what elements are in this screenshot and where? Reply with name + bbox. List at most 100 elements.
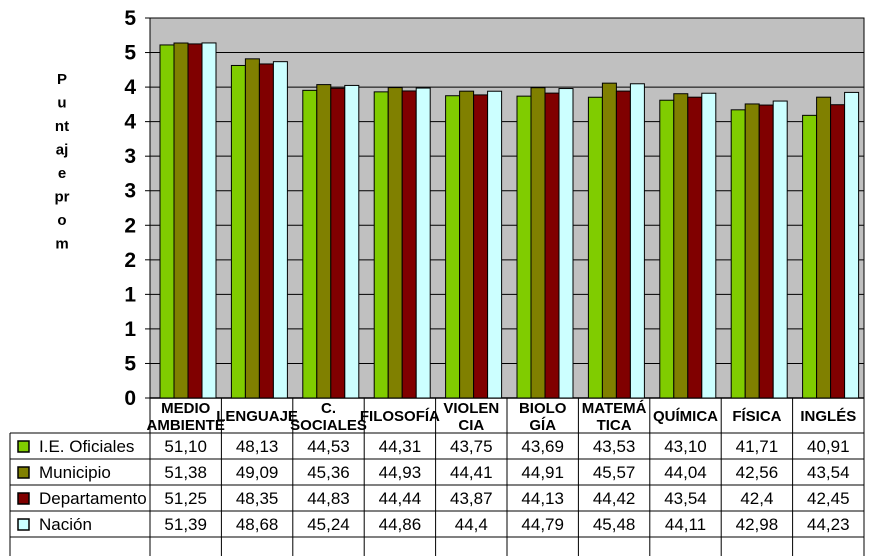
legend-label: Nación [39, 515, 92, 534]
table-cell: 44,4 [455, 515, 488, 534]
y-axis-label: Pu nt aj e pr om [40, 71, 90, 265]
category-label: FILOSOFÍA [360, 408, 440, 425]
bar [487, 90, 503, 399]
bar [544, 92, 560, 399]
category-label: QUÍMICA [653, 408, 718, 425]
bar [415, 87, 431, 399]
y-axis-label-part: e [58, 165, 66, 182]
table-cell: 40,91 [807, 437, 850, 456]
table-cell: 48,35 [236, 489, 279, 508]
legend-swatch [17, 518, 30, 531]
table-cell: 43,54 [664, 489, 707, 508]
y-axis-label-part: P [57, 71, 67, 88]
category-label: C. [321, 400, 336, 417]
y-tick-label: 5 [124, 352, 136, 375]
table-cell: 49,09 [236, 463, 279, 482]
bar [772, 100, 788, 399]
category-label: GÍA [529, 417, 556, 434]
table-cell: 44,31 [379, 437, 422, 456]
y-axis-ticks: 0 5 1 1 2 2 3 3 4 4 5 5 [124, 7, 136, 410]
table-cell: 44,42 [593, 489, 636, 508]
y-tick-label: 1 [124, 318, 136, 341]
table-cell: 43,10 [664, 437, 707, 456]
bar [615, 90, 631, 399]
category-label: BIOLO [519, 400, 567, 417]
table-cell: 42,45 [807, 489, 850, 508]
bar [316, 84, 332, 399]
y-tick-label: 3 [124, 145, 136, 168]
legend-swatch [17, 466, 30, 479]
y-axis-label-part: m [55, 236, 68, 253]
bar [629, 83, 645, 399]
bar [744, 103, 760, 399]
bar [459, 90, 475, 399]
category-label: AMBIENTE [147, 417, 225, 434]
y-axis-label-part: nt [55, 118, 69, 135]
bar [816, 96, 832, 399]
legend-swatch [17, 440, 30, 453]
table-cell: 51,39 [164, 515, 207, 534]
table-cell: 44,93 [379, 463, 422, 482]
table-cell: 42,56 [736, 463, 779, 482]
bar [601, 82, 617, 399]
bar [673, 93, 689, 399]
table-cell: 45,57 [593, 463, 636, 482]
bar [187, 43, 203, 399]
bar [244, 58, 260, 399]
legend-swatch [17, 492, 30, 505]
category-label: INGLÉS [800, 408, 856, 425]
table-cell: 43,87 [450, 489, 493, 508]
y-axis-label-part: o [57, 212, 66, 229]
table-cell: 51,10 [164, 437, 207, 456]
category-label: SOCIALES [290, 417, 367, 434]
bar [258, 63, 274, 399]
category-label: VIOLEN [443, 400, 499, 417]
table-cell: 45,36 [307, 463, 350, 482]
legend-label: Municipio [39, 463, 111, 482]
table-cell: 44,11 [665, 515, 706, 534]
table-cell: 48,68 [236, 515, 279, 534]
bar [830, 104, 846, 399]
y-axis-label-part: aj [56, 142, 69, 159]
y-tick-label: 4 [124, 111, 136, 134]
bar [558, 88, 574, 399]
bar [758, 104, 774, 399]
category-label: MATEMÁ [582, 400, 647, 417]
table-cell: 44,41 [450, 463, 493, 482]
y-tick-label: 0 [124, 387, 136, 410]
bar [159, 44, 175, 399]
table-cell: 44,91 [521, 463, 564, 482]
bar [230, 64, 246, 399]
bar [302, 89, 318, 399]
table-cell: 51,25 [164, 489, 207, 508]
bar [802, 114, 818, 399]
category-label: TICA [597, 417, 632, 434]
y-axis-label-part: u [57, 95, 66, 112]
bar [659, 99, 675, 399]
table-cell: 43,54 [807, 463, 850, 482]
bar [401, 90, 417, 399]
bar [344, 84, 360, 399]
y-tick-label: 1 [124, 283, 136, 306]
legend-label: I.E. Oficiales [39, 437, 134, 456]
table-cell: 45,24 [307, 515, 350, 534]
table-cell: 44,44 [379, 489, 422, 508]
table-cell: 44,79 [521, 515, 564, 534]
table-cell: 43,53 [593, 437, 636, 456]
bar [330, 87, 346, 399]
table-cell: 43,69 [521, 437, 564, 456]
bar [445, 95, 461, 399]
bar [587, 96, 603, 399]
table-cell: 43,75 [450, 437, 493, 456]
y-tick-label: 5 [124, 42, 136, 65]
table-cell: 48,13 [236, 437, 279, 456]
bar [387, 87, 403, 399]
table-cell: 41,71 [736, 437, 779, 456]
y-tick-label: 3 [124, 180, 136, 203]
bar [844, 91, 860, 399]
category-label: CIA [458, 417, 484, 434]
table-cell: 44,53 [307, 437, 350, 456]
bar [701, 92, 717, 399]
table-cell: 44,13 [521, 489, 564, 508]
